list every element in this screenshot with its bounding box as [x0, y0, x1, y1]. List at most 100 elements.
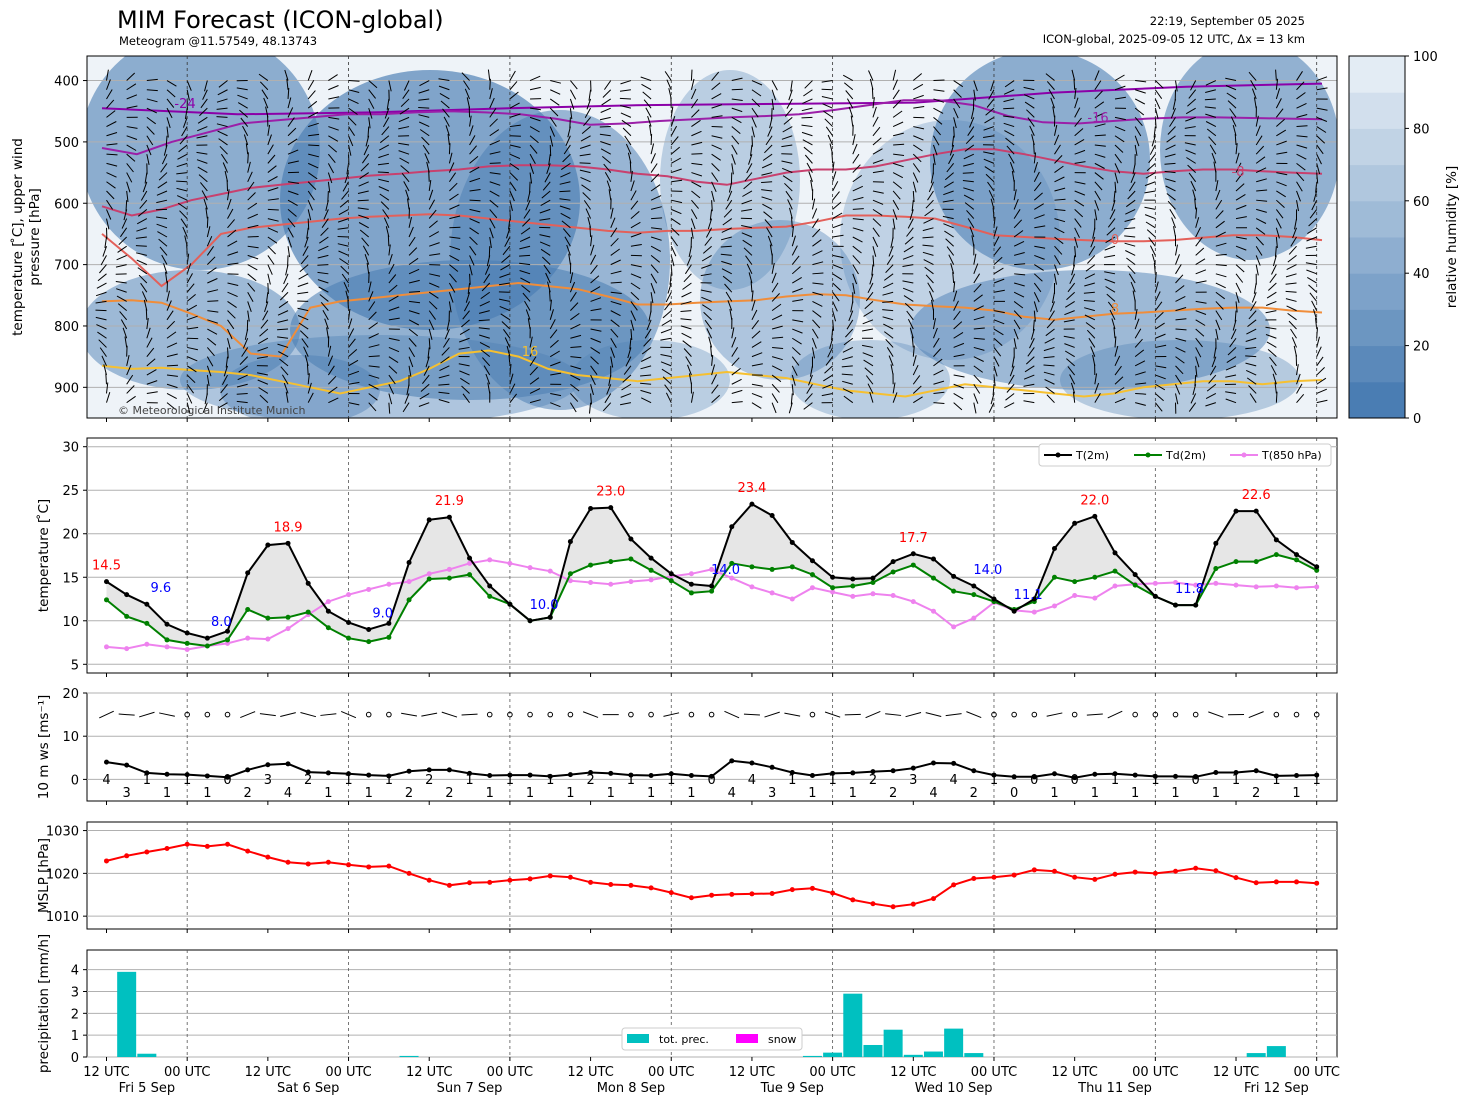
y-tick-label: 800: [54, 320, 79, 335]
wind-barb: [993, 226, 998, 238]
mslp-point: [366, 864, 372, 870]
wind-barb: [1149, 245, 1156, 256]
mslp-point: [830, 890, 836, 896]
wind-barb: [166, 320, 176, 330]
wind-barb: [146, 327, 151, 339]
mslp-point: [1132, 869, 1138, 875]
wind-barb: [665, 392, 672, 403]
wind-barb: [166, 353, 178, 358]
wind-speed-label: 1: [526, 786, 534, 801]
wind-barb: [527, 318, 531, 330]
wind-barb: [317, 279, 329, 284]
wind-barb: [135, 236, 147, 239]
wind-barb: [771, 374, 782, 383]
wind-barb: [579, 144, 591, 149]
wind-barb: [1235, 204, 1247, 210]
wind-barb: [765, 135, 773, 146]
wind-speed-label: 1: [1091, 786, 1099, 801]
wind-barb: [620, 112, 632, 118]
wind-barb: [1054, 208, 1066, 211]
wind-barb: [1225, 398, 1237, 404]
wind-barb: [204, 80, 208, 92]
wind-barb: [509, 200, 513, 212]
wind-barb: [1245, 369, 1257, 376]
wind-barb: [1106, 227, 1116, 236]
min-temp-label: 14.0: [973, 563, 1002, 578]
wind-barb: [1114, 85, 1126, 91]
wind-barb: [1003, 89, 1015, 95]
wind-speed-label: 1: [990, 773, 998, 788]
wind-barb: [176, 180, 188, 183]
wind-barb: [1111, 318, 1116, 330]
wind-barb: [398, 126, 410, 130]
wind-barb: [1043, 364, 1055, 367]
wind-barb: [444, 328, 450, 340]
wind-barb: [791, 356, 800, 366]
wind-barb: [812, 261, 824, 266]
wind-barb: [387, 235, 390, 247]
wind-barb: [751, 383, 763, 387]
wind-barb: [1235, 282, 1242, 294]
mslp-point: [225, 841, 231, 847]
wind-barb: [449, 264, 459, 272]
wind-barb: [218, 393, 228, 402]
wind-barb: [787, 199, 793, 210]
wind-barb: [812, 228, 821, 238]
wind-barb: [317, 254, 329, 259]
wind-speed-label: 0: [223, 773, 231, 788]
wind-barb: [382, 117, 390, 128]
wind-barb: [569, 291, 577, 302]
wind-barb: [525, 199, 531, 211]
chart-subtitle: Meteogram @11.57549, 48.13743: [119, 34, 318, 48]
wind-barb: [320, 227, 329, 236]
wind-barb: [848, 310, 854, 322]
wind-speed-point: [567, 772, 573, 778]
wind-barb: [368, 402, 377, 412]
wind-barb: [1195, 247, 1205, 256]
wind-barb: [691, 181, 702, 188]
wind-barb: [846, 319, 854, 330]
wind-barb: [965, 135, 975, 145]
wind-barb: [1048, 310, 1055, 321]
wind-barb: [158, 172, 168, 181]
wind-speed-label: 1: [1212, 786, 1220, 801]
wind-barb: [772, 346, 784, 349]
wind-barb: [751, 80, 763, 86]
wind-barb: [912, 172, 919, 183]
wind-barb: [442, 108, 450, 118]
td2m-point: [144, 620, 150, 626]
wind-barb: [118, 236, 128, 246]
t850-point: [285, 626, 291, 632]
wind-barb: [950, 263, 955, 274]
wind-barb: [962, 180, 974, 183]
mslp-point: [567, 874, 573, 880]
wind-speed-label: 1: [1050, 786, 1058, 801]
wind-barb: [307, 190, 315, 201]
wind-barb: [205, 207, 208, 219]
wind-barb: [1270, 365, 1277, 376]
wind-barb: [868, 70, 874, 81]
wind-barb: [569, 89, 577, 100]
wind-barb: [469, 199, 481, 202]
wind-barb: [1215, 180, 1219, 192]
wind-barb: [923, 259, 934, 266]
wind-barb: [1134, 126, 1142, 137]
mslp-point: [769, 890, 775, 896]
wind-barb: [812, 272, 824, 275]
wind-barb: [529, 346, 535, 357]
wind-barb: [1045, 73, 1055, 81]
max-temp-label: 23.0: [596, 485, 625, 500]
wind-barb: [1307, 227, 1317, 235]
wind-barb: [206, 235, 213, 247]
wind-barb: [863, 310, 874, 317]
wind-barb: [681, 332, 692, 339]
isotherm-line: [101, 82, 1323, 116]
wind-barb: [666, 79, 672, 90]
wind-barb: [142, 181, 148, 193]
wind-barb: [644, 328, 652, 339]
wind-barb: [399, 157, 410, 164]
wind-barb: [1033, 152, 1037, 164]
wind-barb: [964, 202, 975, 210]
wind-barb: [1033, 181, 1042, 192]
wind-barb: [1272, 255, 1277, 267]
